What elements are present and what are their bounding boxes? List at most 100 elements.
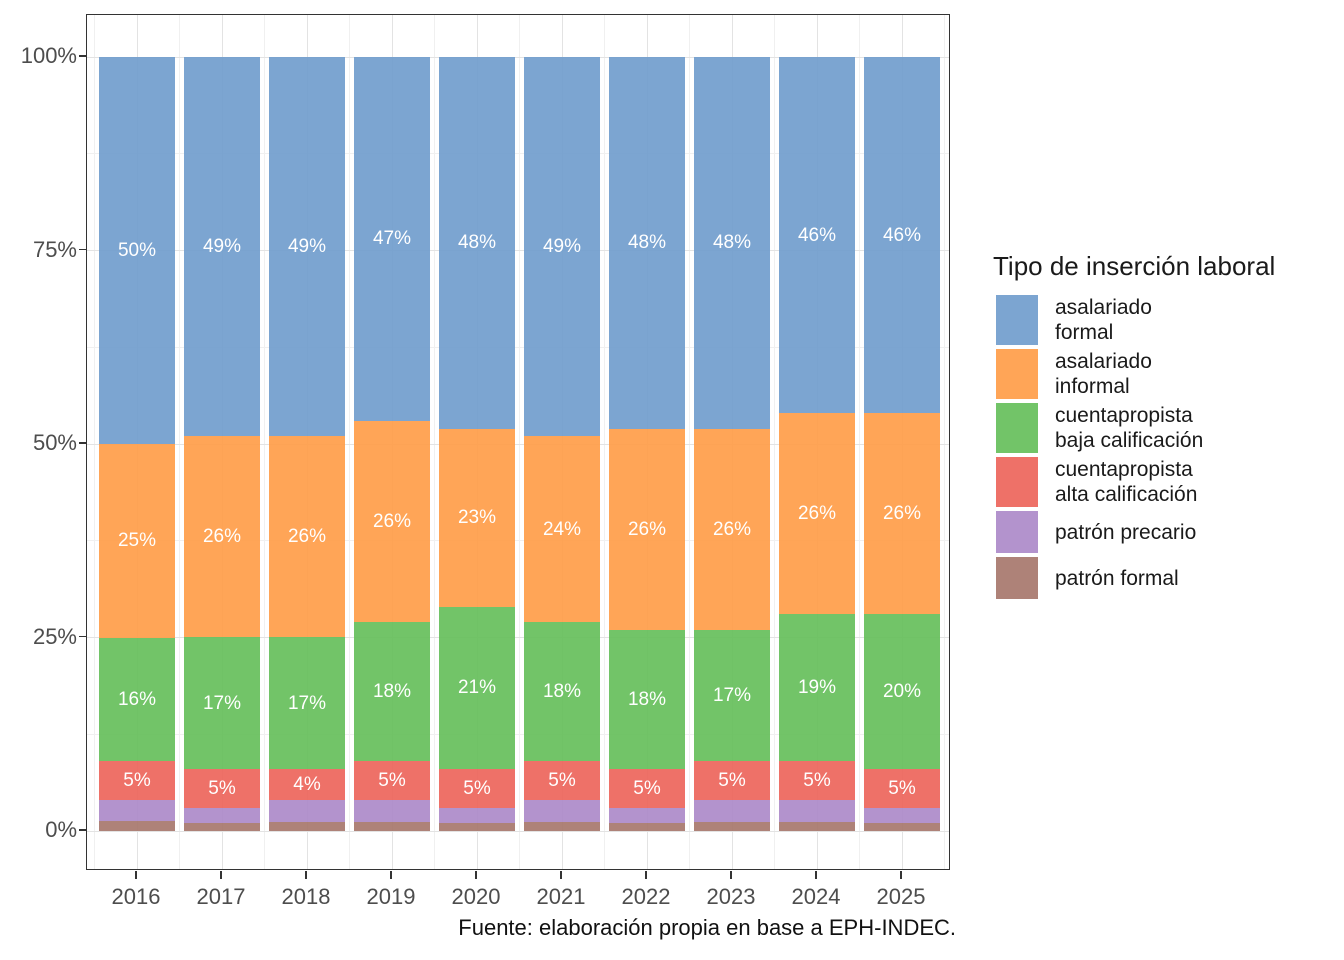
gridline-minor-v <box>179 15 180 869</box>
bar-segment-label: 23% <box>457 507 497 529</box>
x-tick-label: 2025 <box>876 884 926 909</box>
bar-segment-label: 24% <box>542 518 582 540</box>
bar-segment: 18% <box>609 629 685 770</box>
x-tick-label: 2019 <box>366 884 416 909</box>
plot-panel: 50% 25% 16% 5% 49% 26% 17% 5% 49% 26% 17% 4% 47% 26% 1… <box>86 14 950 870</box>
bar-segment: 17% <box>184 637 260 770</box>
bar-segment: 5% <box>609 769 685 808</box>
bar-segment-label: 49% <box>287 236 327 258</box>
y-tick-label: 75% <box>32 236 77 262</box>
bar-segment-label: 26% <box>797 503 837 525</box>
bar-segment: 46% <box>779 57 855 414</box>
bar-segment <box>99 820 175 831</box>
bar-segment: 50% <box>99 57 175 444</box>
bar-segment-label: 46% <box>797 224 837 246</box>
gridline-major-h <box>87 830 949 832</box>
bar-segment: 24% <box>524 436 600 622</box>
bar-column-2021: 49% 24% 18% 5% <box>524 57 600 831</box>
legend-label: asalariado informal <box>1055 350 1152 398</box>
bar-segment <box>864 807 940 824</box>
bar-segment <box>694 821 770 831</box>
x-tick-mark <box>135 871 137 879</box>
bar-column-2016: 50% 25% 16% 5% <box>99 57 175 831</box>
bar-segment: 5% <box>99 761 175 801</box>
x-tick-mark <box>645 871 647 879</box>
bar-segment-label: 19% <box>797 677 837 699</box>
bar-segment <box>354 800 430 822</box>
bar-segment-label: 18% <box>627 688 667 710</box>
bar-segment-label: 17% <box>712 685 752 707</box>
gridline-major-h <box>87 250 949 251</box>
y-tick-label: 0% <box>45 817 77 842</box>
bar-segment: 5% <box>864 769 940 808</box>
bar-segment: 5% <box>694 761 770 801</box>
bar-column-2024: 46% 26% 19% 5% <box>779 57 855 831</box>
bar-segment <box>439 823 515 831</box>
bar-segment-label: 5% <box>633 777 661 799</box>
gridline-minor-v <box>264 15 265 869</box>
x-tick-label: 2024 <box>791 884 841 909</box>
gridline-minor-v <box>349 15 350 869</box>
bar-segment-label: 21% <box>457 677 497 699</box>
bar-segment: 26% <box>864 413 940 615</box>
bar-segment: 20% <box>864 614 940 770</box>
gridline-minor-v <box>774 15 775 869</box>
legend-label: asalariado formal <box>1055 296 1152 344</box>
gridline-major-h <box>87 56 949 58</box>
source-caption: Fuente: elaboración propia en base a EPH… <box>458 915 956 940</box>
x-tick-mark <box>305 871 307 879</box>
x-tick-mark <box>560 871 562 879</box>
bar-column-2018: 49% 26% 17% 4% <box>269 57 345 831</box>
bar-segment-label: 26% <box>287 526 327 548</box>
bar-segment-label: 5% <box>548 770 576 792</box>
bar-segment-label: 48% <box>627 232 667 254</box>
bar-segment <box>439 807 515 824</box>
bar-segment <box>269 821 345 831</box>
bar-segment: 47% <box>354 57 430 421</box>
bar-segment: 25% <box>99 444 175 638</box>
bar-segment-label: 5% <box>888 777 916 799</box>
bar-segment <box>609 807 685 824</box>
gridline-minor-h <box>87 153 949 155</box>
legend-entry: asalariado informal <box>993 349 1338 399</box>
bar-segment <box>184 823 260 831</box>
bar-segment <box>609 823 685 831</box>
bar-segment: 49% <box>184 57 260 437</box>
bar-segment: 5% <box>779 761 855 800</box>
bar-segment-label: 18% <box>542 681 582 703</box>
bar-column-2019: 47% 26% 18% 5% <box>354 57 430 831</box>
bar-segment-label: 5% <box>123 770 151 792</box>
bar-segment-label: 46% <box>882 224 922 246</box>
bar-segment: 5% <box>524 761 600 800</box>
bar-segment: 23% <box>439 428 515 607</box>
bar-segment <box>779 800 855 822</box>
bar-segment-label: 4% <box>293 774 321 796</box>
legend-entries: asalariado formal asalariado informal cuen… <box>993 295 1338 599</box>
bar-segment-label: 5% <box>378 770 406 792</box>
legend-entry: patrón precario <box>993 511 1338 553</box>
bar-segment: 26% <box>694 428 770 630</box>
x-tick-mark <box>900 871 902 879</box>
bar-segment: 5% <box>354 761 430 800</box>
gridline-minor-v <box>859 15 860 869</box>
legend-swatch <box>996 457 1038 507</box>
bar-segment <box>694 800 770 822</box>
bar-segment-label: 17% <box>202 692 242 714</box>
bar-segment: 19% <box>779 614 855 762</box>
bar-segment <box>99 800 175 821</box>
legend-swatch <box>996 349 1038 399</box>
bar-segment-label: 20% <box>882 681 922 703</box>
bar-segment <box>524 800 600 822</box>
y-tick-label: 25% <box>32 623 77 649</box>
bar-segment-label: 49% <box>542 236 582 258</box>
bar-segment: 18% <box>524 622 600 762</box>
bar-segment-label: 26% <box>882 503 922 525</box>
bar-segment: 26% <box>184 436 260 638</box>
x-tick-label: 2018 <box>281 884 331 909</box>
bar-segment: 5% <box>439 769 515 808</box>
legend-label: cuentapropista alta calificación <box>1055 458 1198 506</box>
legend-swatch <box>996 511 1038 553</box>
bar-segment: 17% <box>269 637 345 770</box>
bar-segment-label: 25% <box>117 530 157 552</box>
bar-segment: 16% <box>99 637 175 762</box>
